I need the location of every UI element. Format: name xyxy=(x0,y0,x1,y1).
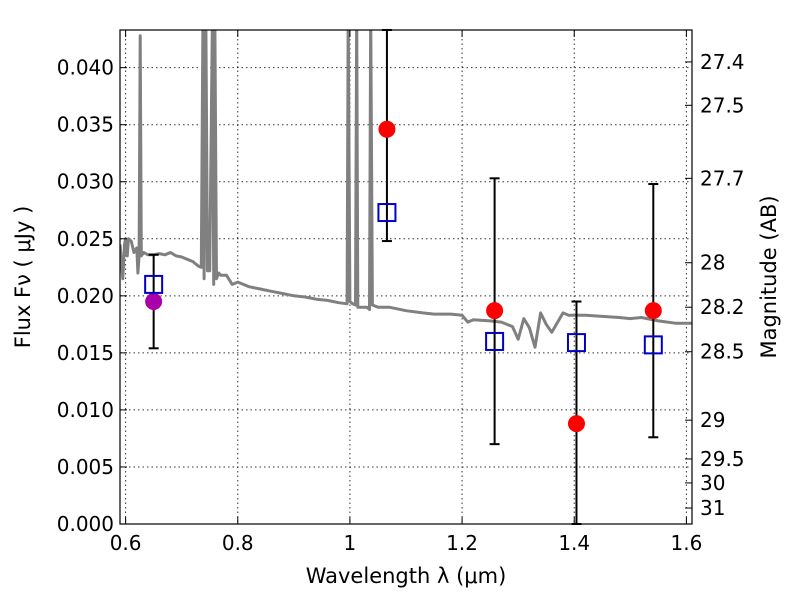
y2-tick-label: 30 xyxy=(700,471,725,495)
y2-tick-label: 29 xyxy=(700,408,725,432)
y2-tick-label: 29.5 xyxy=(700,447,745,471)
x-axis-title: Wavelength λ (μm) xyxy=(306,564,507,588)
y-axis-title: Flux Fν ( μJy ) xyxy=(11,206,35,349)
y2-tick-label: 27.5 xyxy=(700,93,745,117)
data-points xyxy=(144,29,663,525)
observed-point xyxy=(567,415,585,433)
model-point xyxy=(485,331,505,351)
tick-labels: 0.6 0.8 1 1.2 1.4 1.6 0.000 0.005 0.010 0.015 0.02… xyxy=(57,50,745,555)
y-tick-label: 0.005 xyxy=(57,455,114,479)
y-tick-label: 0.040 xyxy=(57,56,114,80)
y-tick-label: 0.030 xyxy=(57,170,114,194)
model-point xyxy=(377,203,397,223)
y-tick-label: 0.025 xyxy=(57,227,114,251)
x-tick-label: 1.6 xyxy=(670,531,702,555)
y-tick-label: 0.035 xyxy=(57,113,114,137)
x-tick-label: 1.4 xyxy=(558,531,590,555)
y-tick-label: 0.020 xyxy=(57,284,114,308)
x-tick-label: 1.2 xyxy=(446,531,478,555)
y2-tick-label: 28.2 xyxy=(700,295,745,319)
y-tick-label: 0.000 xyxy=(57,512,114,536)
observed-point xyxy=(486,302,504,320)
y-tick-label: 0.010 xyxy=(57,398,114,422)
x-tick-label: 1 xyxy=(344,531,357,555)
y2-tick-label: 28.5 xyxy=(700,340,745,364)
plot-frame xyxy=(119,29,693,525)
x-tick-label: 0.6 xyxy=(110,531,142,555)
special-point xyxy=(145,293,163,311)
observed-point xyxy=(644,302,662,320)
x-tick-label: 0.8 xyxy=(222,531,254,555)
observed-point xyxy=(378,120,396,138)
axis-ticks xyxy=(120,30,692,525)
y2-axis-title: Magnitude (AB) xyxy=(757,195,781,358)
y2-tick-label: 31 xyxy=(700,496,725,520)
model-point xyxy=(643,335,663,355)
model-point xyxy=(566,333,586,353)
y2-tick-label: 27.7 xyxy=(700,166,745,190)
model-point xyxy=(144,274,164,294)
y-tick-label: 0.015 xyxy=(57,341,114,365)
y2-tick-label: 28 xyxy=(700,251,725,275)
y2-tick-label: 27.4 xyxy=(700,50,745,74)
